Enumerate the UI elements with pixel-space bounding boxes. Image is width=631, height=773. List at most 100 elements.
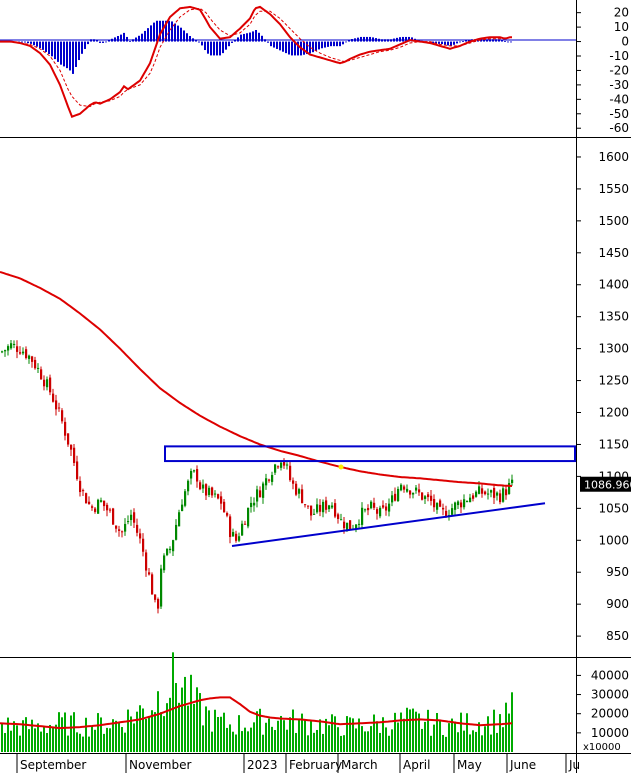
volume-bar	[148, 717, 150, 752]
macd-histogram-bar	[195, 40, 197, 42]
price-tick-label: 850	[606, 629, 629, 643]
volume-bar	[469, 734, 471, 752]
macd-histogram-bar	[156, 20, 158, 42]
volume-bar	[271, 726, 273, 752]
macd-histogram-bar	[369, 36, 371, 42]
macd-histogram-bar	[171, 21, 173, 42]
volume-bar	[505, 702, 507, 752]
macd-histogram-bar	[303, 41, 305, 55]
macd-histogram-bar	[294, 41, 296, 56]
volume-bar	[124, 732, 126, 752]
macd-histogram-bar	[189, 36, 191, 42]
candle-body	[436, 502, 439, 510]
macd-histogram-bar	[138, 35, 140, 42]
candle-body	[178, 512, 181, 527]
candle-body	[133, 512, 136, 523]
macd-histogram-bar	[183, 30, 185, 42]
candle-body	[472, 495, 475, 499]
volume-bar	[415, 711, 417, 752]
macd-histogram-bar	[327, 41, 329, 47]
price-tick-label: 1250	[598, 374, 629, 388]
volume-bar	[463, 730, 465, 752]
candle-body	[70, 444, 73, 450]
month-label: April	[403, 758, 430, 772]
volume-unit-label: x10000	[583, 742, 621, 753]
candle-body	[349, 520, 352, 530]
price-tick-label: 1400	[598, 278, 629, 292]
candle-body	[511, 479, 514, 484]
candle-body	[238, 536, 241, 541]
volume-bar	[376, 721, 378, 752]
candle-body	[148, 572, 151, 575]
candle-body	[442, 507, 445, 510]
candle-body	[199, 482, 202, 490]
volume-bar	[235, 734, 237, 752]
candle-body	[454, 502, 457, 510]
macd-histogram	[0, 20, 512, 74]
candle-body	[292, 480, 295, 484]
volume-bar	[202, 725, 204, 752]
volume-bar	[196, 687, 198, 752]
volume-bar	[460, 712, 462, 752]
macd-tick-label: 0	[621, 35, 629, 49]
volume-bar	[46, 733, 48, 752]
candle-body	[226, 513, 229, 516]
price-tick-label: 950	[606, 565, 629, 579]
macd-histogram-bar	[366, 36, 368, 42]
volume-bar	[334, 716, 336, 752]
candlesticks	[1, 340, 514, 614]
candle-body	[73, 447, 76, 463]
volume-bar	[247, 731, 249, 752]
candle-body	[373, 502, 376, 508]
macd-histogram-bar	[120, 34, 122, 42]
volume-bars	[1, 652, 513, 752]
ma-touch-marker	[338, 464, 344, 470]
candle-body	[208, 487, 211, 495]
volume-bar	[499, 714, 501, 752]
volume-bar	[217, 716, 219, 752]
price-tick-label: 1500	[598, 214, 629, 228]
candle-body	[13, 343, 16, 345]
macd-histogram-bar	[510, 41, 512, 43]
macd-histogram-bar	[270, 41, 272, 47]
macd-histogram-bar	[222, 41, 224, 54]
volume-bar	[4, 733, 6, 752]
macd-histogram-bar	[225, 41, 227, 50]
macd-histogram-bar	[165, 20, 167, 42]
volume-bar	[220, 716, 222, 752]
volume-bar	[346, 716, 348, 752]
volume-bar	[94, 729, 96, 752]
candle-body	[430, 495, 433, 501]
macd-histogram-bar	[252, 31, 254, 42]
candle-body	[412, 492, 415, 495]
volume-bar	[289, 717, 291, 752]
candle-body	[193, 470, 196, 472]
volume-bar	[169, 697, 171, 752]
candle-body	[109, 509, 112, 511]
volume-bar	[193, 703, 195, 752]
volume-bar	[25, 717, 27, 752]
price-tick-label: 1000	[598, 533, 629, 547]
volume-bar	[172, 652, 174, 752]
volume-bar	[166, 703, 168, 752]
candle-body	[184, 491, 187, 506]
volume-bar	[70, 715, 72, 752]
price-tick-label: 1350	[598, 310, 629, 324]
macd-histogram-bar	[402, 36, 404, 42]
candle-body	[37, 367, 40, 369]
candle-body	[22, 351, 25, 354]
candle-body	[484, 491, 487, 495]
candle-body	[220, 496, 223, 504]
candle-body	[250, 502, 253, 508]
macd-histogram-bar	[279, 41, 281, 51]
volume-bar	[328, 725, 330, 752]
volume-bar	[307, 735, 309, 752]
volume-bar	[481, 735, 483, 752]
candle-body	[223, 501, 226, 513]
macd-histogram-bar	[258, 32, 260, 42]
macd-histogram-bar	[435, 41, 437, 44]
macd-histogram-bar	[87, 41, 89, 45]
volume-bar	[73, 712, 75, 752]
macd-tick-label: 20	[614, 6, 629, 20]
volume-bar	[442, 734, 444, 752]
